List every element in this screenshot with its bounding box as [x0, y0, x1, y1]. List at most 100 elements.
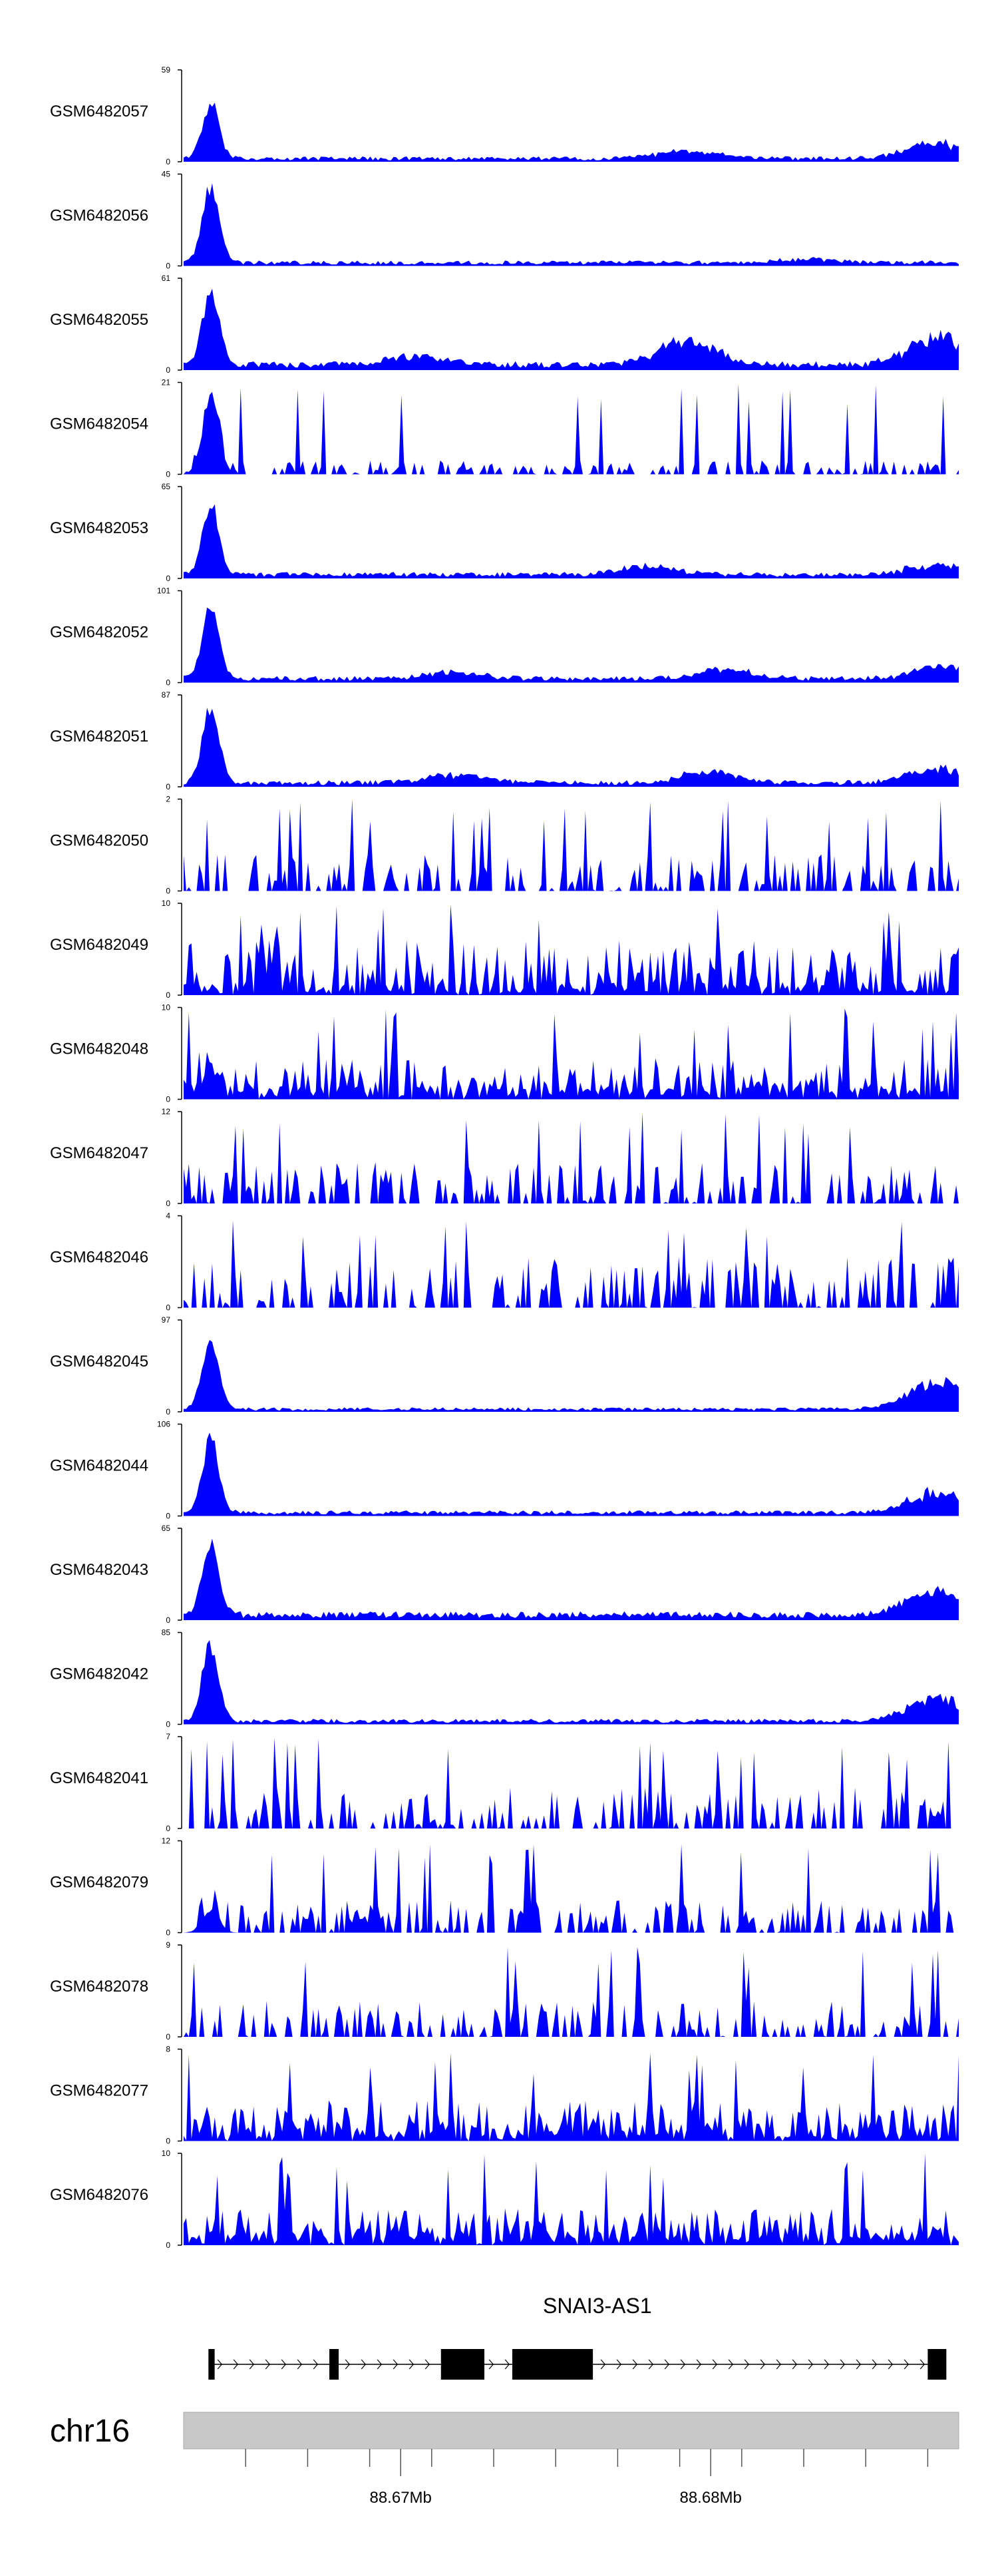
track-label: GSM6482076	[50, 2186, 148, 2204]
signal-area	[184, 383, 959, 475]
y-max-label: 106	[157, 1420, 170, 1429]
track-GSM6482050: GSM6482050 2 0	[50, 795, 959, 896]
track-GSM6482078: GSM6482078 9 0	[50, 1940, 959, 2041]
strand-arrow	[824, 2359, 830, 2370]
track-label: GSM6482057	[50, 103, 148, 120]
y-max-label: 7	[166, 1732, 170, 1741]
strand-arrow	[664, 2359, 670, 2370]
y-min-label: 0	[166, 365, 170, 375]
y-max-label: 12	[162, 1107, 171, 1116]
track-GSM6482044: GSM6482044 106 0	[50, 1420, 959, 1521]
signal-area	[184, 708, 959, 787]
track-label: GSM6482051	[50, 728, 148, 746]
y-max-label: 61	[162, 274, 171, 283]
track-GSM6482041: GSM6482041 7 0	[50, 1732, 959, 1833]
strand-arrow	[776, 2359, 782, 2370]
signal-area	[184, 607, 959, 683]
track-label: GSM6482042	[50, 1665, 148, 1683]
y-max-label: 8	[166, 2045, 170, 2054]
y-max-label: 10	[162, 899, 171, 908]
strand-arrow	[313, 2359, 319, 2370]
y-min-label: 0	[166, 2137, 170, 2146]
signal-area	[184, 504, 959, 578]
track-label: GSM6482049	[50, 936, 148, 954]
track-GSM6482051: GSM6482051 87 0	[50, 690, 959, 791]
strand-arrow	[265, 2359, 271, 2370]
signal-area	[184, 1112, 959, 1203]
track-GSM6482042: GSM6482042 85 0	[50, 1628, 959, 1729]
strand-arrow	[424, 2359, 430, 2370]
track-GSM6482049: GSM6482049 10 0	[50, 899, 959, 1000]
track-label: GSM6482054	[50, 415, 148, 433]
y-min-label: 0	[166, 574, 170, 583]
track-label: GSM6482046	[50, 1249, 148, 1267]
track-label: GSM6482044	[50, 1457, 148, 1475]
signal-area	[184, 1432, 959, 1516]
track-GSM6482048: GSM6482048 10 0	[50, 1003, 959, 1104]
strand-arrow	[217, 2359, 223, 2370]
y-min-label: 0	[166, 1095, 170, 1104]
track-GSM6482045: GSM6482045 97 0	[50, 1315, 959, 1416]
strand-arrow	[345, 2359, 351, 2370]
strand-arrow	[808, 2359, 814, 2370]
track-label: GSM6482078	[50, 1978, 148, 1996]
chromosome-ideogram: chr16 88.67Mb 88.68Mb	[50, 2412, 959, 2507]
y-min-label: 0	[166, 1824, 170, 1833]
y-min-label: 0	[166, 1928, 170, 1938]
y-min-label: 0	[166, 157, 170, 166]
exon	[927, 2349, 947, 2380]
chromosome-label: chr16	[50, 2414, 130, 2449]
y-min-label: 0	[166, 2241, 170, 2250]
strand-arrow	[744, 2359, 750, 2370]
y-min-label: 0	[166, 782, 170, 791]
y-max-label: 59	[162, 65, 171, 75]
y-min-label: 0	[166, 262, 170, 271]
track-GSM6482055: GSM6482055 61 0	[50, 274, 959, 375]
strand-arrow	[728, 2359, 734, 2370]
y-max-label: 101	[157, 586, 170, 596]
y-min-label: 0	[166, 1407, 170, 1416]
strand-arrow	[488, 2359, 494, 2370]
signal-area	[184, 288, 959, 370]
signal-area	[184, 1640, 959, 1725]
signal-area	[184, 1538, 959, 1620]
track-GSM6482077: GSM6482077 8 0	[50, 2045, 959, 2146]
track-label: GSM6482048	[50, 1040, 148, 1058]
y-min-label: 0	[166, 1199, 170, 1208]
strand-arrow	[297, 2359, 303, 2370]
y-max-label: 65	[162, 482, 171, 491]
track-GSM6482079: GSM6482079 12 0	[50, 1836, 959, 1938]
signal-area	[184, 904, 959, 995]
strand-arrow	[249, 2359, 255, 2370]
exon	[440, 2349, 485, 2380]
exon	[512, 2349, 593, 2380]
y-min-label: 0	[166, 1512, 170, 1521]
strand-arrow	[281, 2359, 287, 2370]
y-max-label: 21	[162, 378, 171, 387]
signal-area	[184, 2153, 959, 2245]
track-label: GSM6482047	[50, 1144, 148, 1162]
signal-area	[184, 1340, 959, 1412]
track-GSM6482056: GSM6482056 45 0	[50, 170, 959, 271]
strand-arrow	[904, 2359, 910, 2370]
track-GSM6482054: GSM6482054 21 0	[50, 378, 959, 479]
y-max-label: 97	[162, 1315, 171, 1325]
track-label: GSM6482079	[50, 1874, 148, 1892]
y-min-label: 0	[166, 2032, 170, 2041]
y-max-label: 10	[162, 2149, 171, 2158]
strand-arrow	[600, 2359, 606, 2370]
gene-annotation: SNAI3-AS1	[208, 2294, 947, 2380]
ruler-label: 88.68Mb	[679, 2489, 741, 2507]
y-max-label: 9	[166, 1940, 170, 1950]
track-label: GSM6482056	[50, 207, 148, 225]
track-label: GSM6482077	[50, 2082, 148, 2100]
y-max-label: 12	[162, 1836, 171, 1846]
strand-arrow	[648, 2359, 654, 2370]
signal-area	[184, 103, 959, 162]
strand-arrow	[712, 2359, 718, 2370]
chromosome-band	[183, 2412, 959, 2450]
signal-area	[184, 183, 959, 266]
y-min-label: 0	[166, 678, 170, 688]
ruler-label: 88.67Mb	[369, 2489, 431, 2507]
strand-arrow	[616, 2359, 622, 2370]
